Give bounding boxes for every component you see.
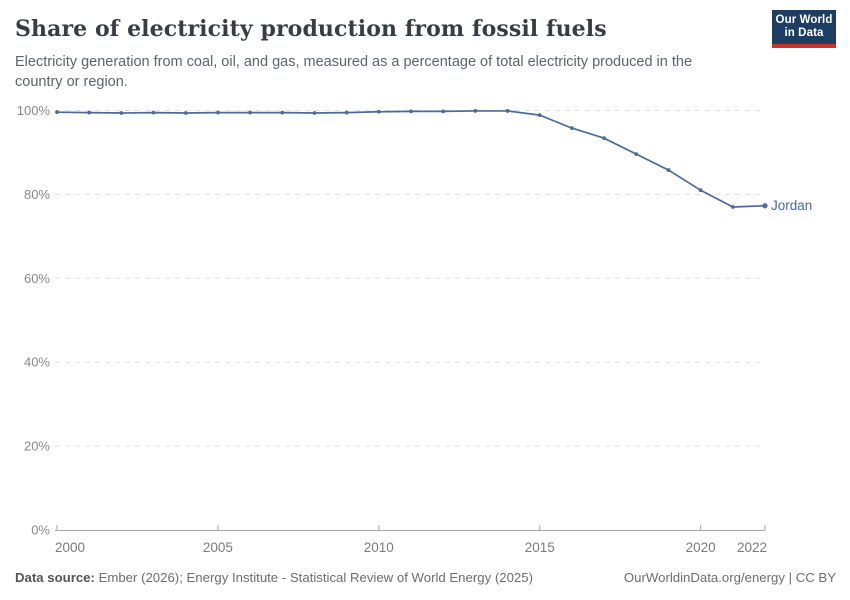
series-end-label[interactable]: Jordan [771,198,812,213]
x-axis-tick-label: 2000 [55,540,85,555]
y-axis-tick-label: 100% [17,103,51,118]
series-line[interactable] [56,110,766,208]
chart-title: Share of electricity production from fos… [15,16,607,42]
data-point[interactable] [344,110,349,115]
data-point[interactable] [666,168,671,172]
data-source-note: Data source: Ember (2026); Energy Instit… [15,570,533,585]
data-point[interactable] [312,111,317,115]
data-point[interactable] [602,136,606,141]
data-point[interactable] [87,110,92,115]
data-source-label: Data source: [15,570,95,585]
data-point[interactable] [473,109,478,113]
chart-subtitle: Electricity generation from coal, oil, a… [15,52,735,92]
y-axis-tick-label: 80% [24,187,50,202]
y-axis-tick-label: 20% [24,439,50,454]
data-point[interactable] [634,152,639,157]
data-point[interactable] [119,111,124,115]
y-axis-tick-label: 40% [24,355,50,370]
data-point[interactable] [248,110,252,115]
chart-subtitle-line-1: Electricity generation from coal, oil, a… [15,54,693,70]
data-point[interactable] [505,109,510,113]
data-point[interactable] [280,110,285,115]
owid-logo[interactable]: Our World in Data [772,10,836,48]
owid-logo-line-2: in Data [784,27,824,39]
x-axis-tick-label: 2010 [364,540,394,555]
owid-logo-line-1: Our World [775,14,833,26]
data-source-text: Ember (2026); Energy Institute - Statist… [98,570,533,585]
data-point[interactable] [151,110,156,115]
data-point[interactable] [570,126,574,131]
data-point[interactable] [183,111,188,115]
data-point[interactable] [216,110,220,115]
x-axis-tick-label: 2022 [737,540,767,555]
chart-subtitle-line-2: country or region. [15,74,128,90]
data-point[interactable] [409,109,413,114]
data-point[interactable] [55,110,59,115]
y-axis-tick-label: 60% [24,271,50,286]
license-link[interactable]: OurWorldinData.org/energy | CC BY [623,570,836,585]
data-point[interactable] [537,113,542,118]
data-point[interactable] [730,205,735,209]
x-axis-tick-label: 2005 [203,540,233,555]
y-axis-tick-label: 0% [31,523,50,538]
data-point[interactable] [698,188,703,193]
x-axis-tick-label: 2015 [525,540,555,555]
data-point[interactable] [762,203,768,209]
data-point[interactable] [376,109,381,114]
x-axis-tick-label: 2020 [686,540,716,555]
data-point[interactable] [441,109,446,114]
